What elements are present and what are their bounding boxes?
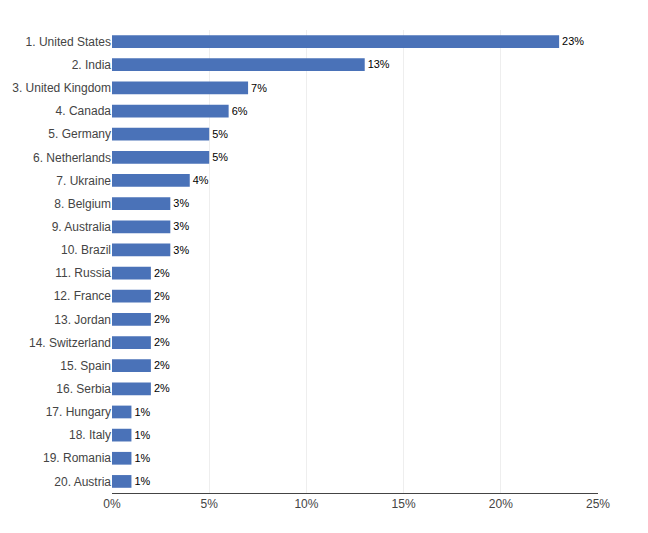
svg-text:1%: 1% [134, 475, 150, 487]
svg-text:12. France: 12. France [54, 289, 112, 303]
svg-text:19. Romania: 19. Romania [43, 451, 111, 465]
svg-text:3%: 3% [173, 197, 189, 209]
svg-text:11. Russia: 11. Russia [55, 266, 111, 280]
svg-text:3. United Kingdom: 3. United Kingdom [12, 81, 111, 95]
svg-text:2%: 2% [154, 382, 170, 394]
svg-text:1%: 1% [134, 429, 150, 441]
svg-text:25%: 25% [586, 497, 610, 511]
svg-text:6. Netherlands: 6. Netherlands [33, 151, 111, 165]
svg-text:2. India: 2. India [72, 58, 112, 72]
svg-text:2%: 2% [154, 359, 170, 371]
svg-text:5. Germany: 5. Germany [48, 127, 111, 141]
svg-text:10. Brazil: 10. Brazil [61, 243, 111, 257]
svg-text:3%: 3% [173, 244, 189, 256]
svg-text:23%: 23% [562, 35, 584, 47]
svg-text:1. United States: 1. United States [26, 35, 111, 49]
svg-text:13%: 13% [368, 58, 390, 70]
svg-text:6%: 6% [232, 105, 248, 117]
svg-text:18. Italy: 18. Italy [69, 428, 111, 442]
svg-text:2%: 2% [154, 290, 170, 302]
svg-text:2%: 2% [154, 336, 170, 348]
svg-text:2%: 2% [154, 267, 170, 279]
svg-text:3%: 3% [173, 220, 189, 232]
svg-text:2%: 2% [154, 313, 170, 325]
svg-text:17. Hungary: 17. Hungary [46, 405, 111, 419]
svg-text:4%: 4% [193, 174, 209, 186]
svg-text:20. Austria: 20. Austria [54, 475, 111, 489]
svg-text:1%: 1% [134, 452, 150, 464]
svg-text:15%: 15% [392, 497, 416, 511]
svg-text:5%: 5% [212, 151, 228, 163]
svg-text:7. Ukraine: 7. Ukraine [56, 174, 111, 188]
svg-text:7%: 7% [251, 82, 267, 94]
svg-text:5%: 5% [212, 128, 228, 140]
svg-text:9. Australia: 9. Australia [52, 220, 112, 234]
svg-text:8. Belgium: 8. Belgium [54, 197, 111, 211]
svg-text:16. Serbia: 16. Serbia [56, 382, 111, 396]
svg-text:10%: 10% [294, 497, 318, 511]
svg-text:4. Canada: 4. Canada [56, 104, 112, 118]
svg-text:0%: 0% [103, 497, 121, 511]
svg-text:1%: 1% [134, 406, 150, 418]
svg-text:13. Jordan: 13. Jordan [54, 313, 111, 327]
svg-text:15. Spain: 15. Spain [60, 359, 111, 373]
svg-text:5%: 5% [201, 497, 219, 511]
svg-text:14. Switzerland: 14. Switzerland [29, 336, 111, 350]
svg-text:20%: 20% [489, 497, 513, 511]
